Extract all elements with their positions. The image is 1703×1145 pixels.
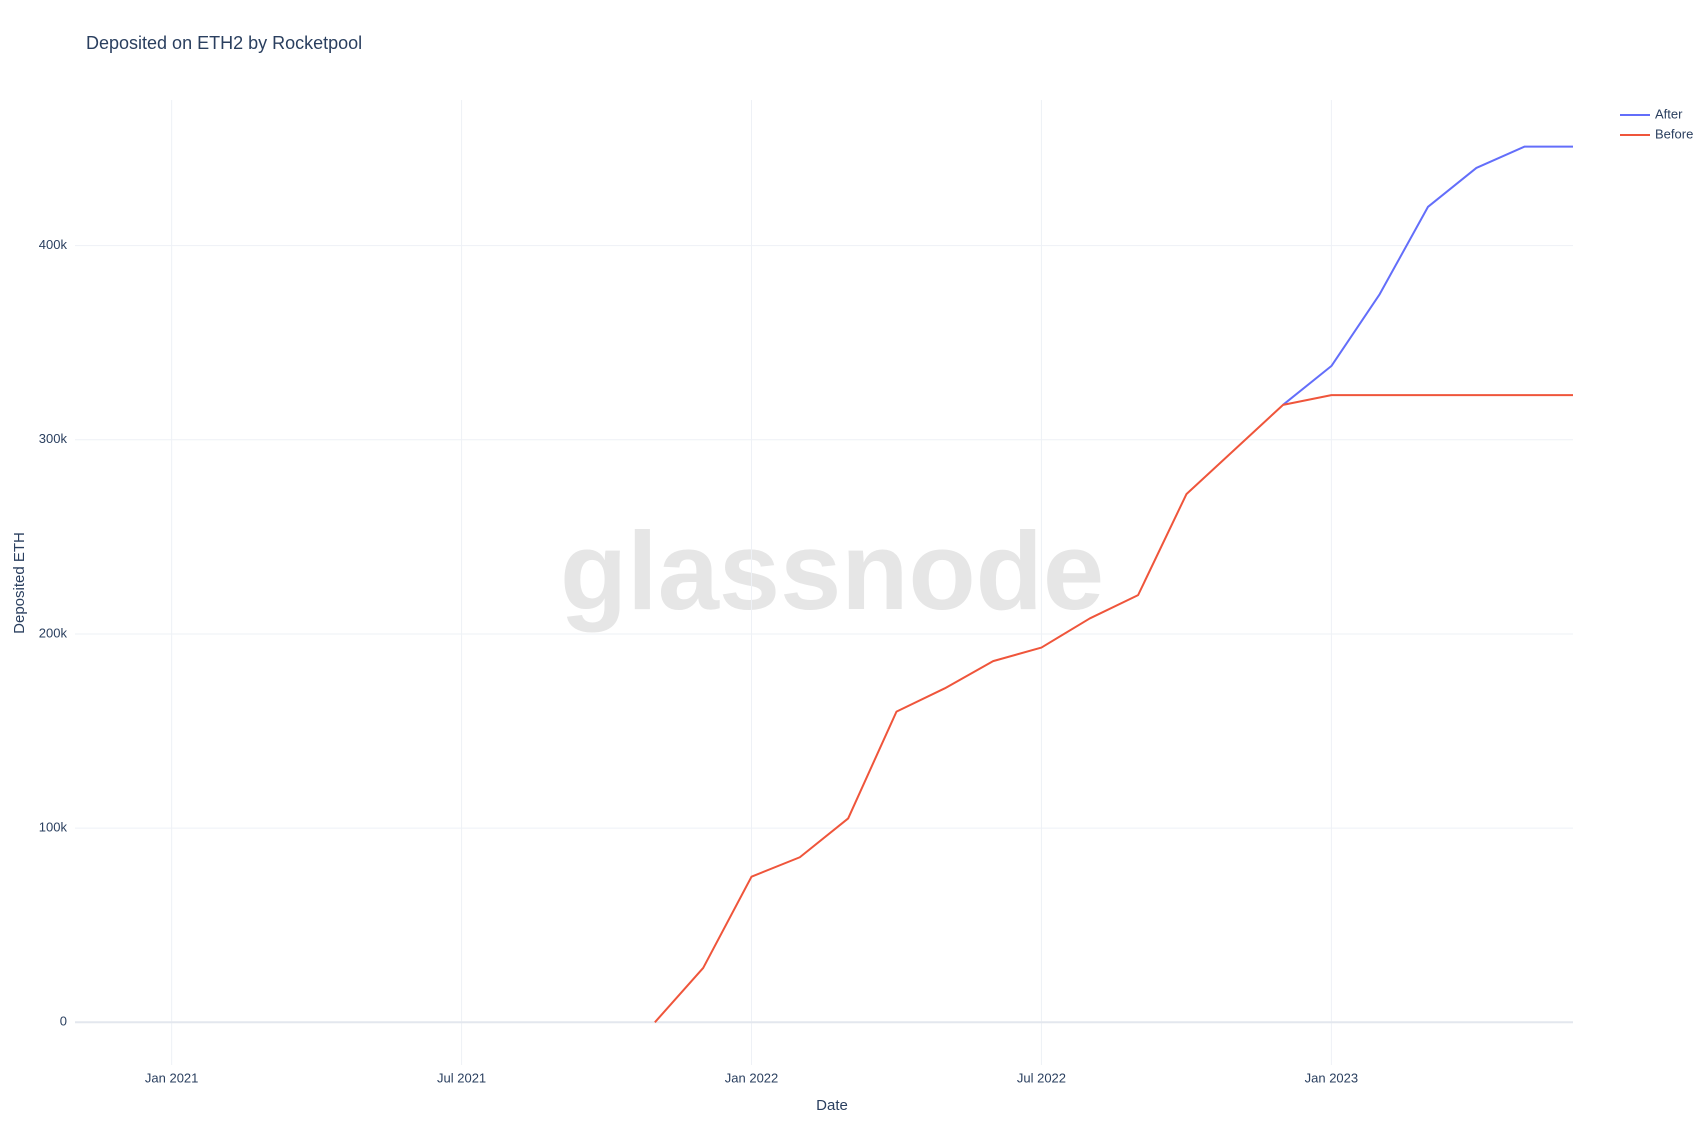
x-tick-label: Jul 2021 xyxy=(437,1070,486,1085)
legend-label: After xyxy=(1655,106,1683,121)
y-tick-label: 400k xyxy=(39,237,68,252)
x-tick-label: Jan 2021 xyxy=(145,1070,199,1085)
y-tick-label: 100k xyxy=(39,820,68,835)
y-tick-label: 0 xyxy=(60,1014,67,1029)
series-line xyxy=(1282,145,1573,406)
x-axis-title: Date xyxy=(816,1097,848,1114)
watermark: glassnode xyxy=(560,510,1104,633)
chart-title: Deposited on ETH2 by Rocketpool xyxy=(86,33,362,53)
legend-label: Before xyxy=(1655,126,1693,141)
x-tick-label: Jul 2022 xyxy=(1017,1070,1066,1085)
y-axis-title: Deposited ETH xyxy=(11,532,28,634)
x-tick-label: Jan 2023 xyxy=(1305,1070,1359,1085)
series-line xyxy=(654,394,1573,1023)
y-tick-label: 300k xyxy=(39,431,68,446)
x-tick-label: Jan 2022 xyxy=(725,1070,779,1085)
y-tick-label: 200k xyxy=(39,625,68,640)
